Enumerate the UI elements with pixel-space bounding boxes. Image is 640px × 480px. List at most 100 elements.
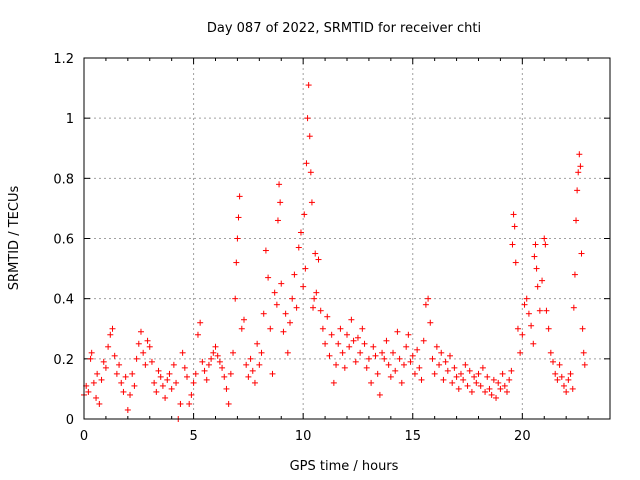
data-point	[262, 247, 269, 254]
data-point	[354, 334, 361, 341]
chart-title: Day 087 of 2022, SRMTID for receiver cht…	[207, 21, 481, 36]
data-point	[449, 379, 456, 386]
data-point	[203, 376, 210, 383]
data-point	[194, 331, 201, 338]
data-point	[267, 325, 274, 332]
data-point	[326, 352, 333, 359]
data-point	[205, 361, 212, 368]
data-point	[400, 361, 407, 368]
data-point	[87, 355, 94, 362]
data-point	[271, 289, 278, 296]
y-tick-label: 0.4	[53, 293, 74, 308]
data-point	[280, 328, 287, 335]
data-point	[221, 373, 228, 380]
data-point	[122, 373, 129, 380]
data-point	[291, 271, 298, 278]
data-point	[287, 319, 294, 326]
data-point	[109, 325, 116, 332]
data-point	[510, 211, 517, 218]
data-point	[381, 355, 388, 362]
data-point	[341, 364, 348, 371]
data-point	[243, 361, 250, 368]
data-point	[344, 331, 350, 338]
data-point	[181, 364, 188, 371]
data-point	[310, 304, 317, 311]
data-point	[307, 169, 314, 176]
data-point	[532, 241, 539, 248]
data-point	[530, 340, 537, 347]
data-point	[442, 358, 449, 365]
data-point	[315, 256, 322, 263]
data-point	[425, 295, 432, 302]
data-point	[157, 373, 164, 380]
data-point	[240, 316, 247, 323]
data-point	[162, 394, 169, 401]
data-point	[365, 355, 372, 362]
data-point	[197, 319, 204, 326]
data-point	[166, 370, 173, 377]
data-point	[282, 310, 289, 317]
data-point	[462, 361, 469, 368]
data-point	[333, 361, 340, 368]
data-point	[490, 376, 497, 383]
data-point	[533, 265, 540, 272]
data-point	[164, 376, 171, 383]
data-point	[444, 367, 451, 374]
data-point	[192, 370, 199, 377]
data-point	[457, 370, 464, 377]
data-point	[348, 316, 355, 323]
data-point	[525, 310, 532, 317]
data-point	[512, 259, 519, 266]
data-point	[186, 400, 193, 407]
data-point	[260, 310, 267, 317]
data-point	[495, 379, 502, 386]
data-point	[554, 376, 561, 383]
data-point	[427, 319, 434, 326]
data-point	[431, 370, 438, 377]
data-point	[247, 355, 254, 362]
data-point	[227, 370, 234, 377]
data-point	[159, 382, 166, 389]
data-point	[497, 385, 504, 392]
data-point	[405, 331, 412, 338]
data-point	[451, 364, 458, 371]
data-point	[249, 367, 256, 374]
data-point	[453, 373, 460, 380]
data-point	[116, 361, 123, 368]
data-point	[576, 151, 583, 158]
data-point	[552, 370, 559, 377]
plot-frame	[83, 57, 611, 420]
data-point	[447, 352, 454, 359]
data-point	[536, 307, 543, 314]
data-point	[523, 295, 530, 302]
data-point	[212, 343, 219, 350]
x-axis-label: GPS time / hours	[290, 459, 399, 474]
data-point	[409, 352, 416, 359]
data-point	[308, 199, 315, 206]
y-axis-label: SRMTID / TECUs	[7, 186, 22, 291]
data-point	[517, 349, 524, 356]
data-point	[550, 358, 557, 365]
data-point	[98, 376, 105, 383]
data-point	[372, 352, 379, 359]
data-point	[113, 370, 120, 377]
data-point	[313, 289, 320, 296]
data-point	[390, 349, 397, 356]
data-point	[418, 376, 425, 383]
data-point	[153, 388, 160, 395]
data-point	[486, 385, 493, 392]
data-point	[511, 223, 518, 230]
data-point	[363, 364, 370, 371]
data-point	[135, 340, 142, 347]
data-point	[284, 349, 291, 356]
data-point	[575, 169, 582, 176]
data-point	[392, 367, 399, 374]
data-point	[563, 388, 570, 395]
data-point	[460, 376, 467, 383]
data-point	[542, 241, 549, 248]
data-point	[140, 349, 147, 356]
data-point	[300, 283, 307, 290]
data-point	[357, 349, 364, 356]
data-point	[245, 373, 252, 380]
data-point	[168, 385, 175, 392]
